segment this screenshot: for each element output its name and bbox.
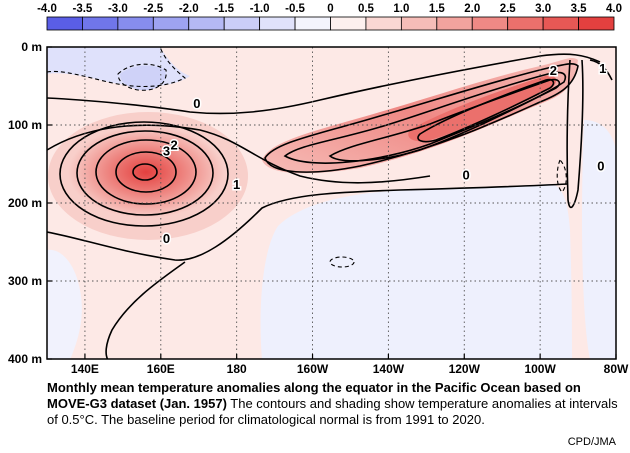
colorbar-tick-label: 0 [327,3,333,15]
colorbar-swatch [471,16,509,31]
contour-lines [47,53,613,359]
contour-west-35 [115,151,177,193]
contour-label: 2 [170,137,177,152]
shading-warm-east-band [262,57,578,174]
x-tick-label: 120W [449,362,481,376]
colorbar-tick-label: 2.0 [464,3,480,15]
contour-neg-blob [329,256,355,268]
colorbar-swatch [578,16,615,31]
shading-warm-east-core [408,75,557,142]
y-tick-label: 0 m [21,40,42,54]
contour-neg-surface [47,47,187,88]
colorbar-swatch [365,16,402,31]
contour-neg-surface-inner [117,63,167,91]
contour-label: 2 [550,63,557,78]
y-axis: 0 m 100 m 200 m 300 m 400 m [8,40,52,366]
colorbar-tick-label: -1.0 [250,3,270,15]
contour-0-lower [47,183,569,261]
contour-east-column [566,59,584,209]
colorbar-tick-label: 1.0 [393,3,409,15]
colorbar-tick-label: -2.0 [179,3,199,15]
contour-0-deep-west [105,261,186,359]
contour-west-4 [132,163,158,181]
colorbar-tick-label: -3.0 [108,3,128,15]
colorbar-tick-label: -1.5 [214,3,234,15]
y-tick-label: 100 m [8,118,42,132]
colorbar-swatch [117,16,154,31]
colorbar-swatch [82,16,119,31]
x-axis: 140E 160E 180 160W 140W 120W 100W 80W [71,354,629,376]
contour-label: 1 [599,61,606,76]
colorbar-swatch [46,16,83,31]
shading-warm-west-core [68,126,224,218]
caption-text: The contours and shading show temperatur… [47,396,618,427]
contour-east-2 [328,78,561,162]
colorbar-tick-label: 1.5 [429,3,446,15]
contour-dashed-lines [47,47,567,268]
caption: Monthly mean temperature anomalies along… [47,380,622,428]
colorbar-tick-label: 4.0 [606,3,622,15]
colorbar-swatch [436,16,473,31]
colorbar-swatch [259,16,296,31]
contour-label: 0 [193,96,200,111]
colorbar-swatch [400,16,438,31]
y-tick-label: 400 m [8,352,42,366]
contour-label: 0 [163,231,170,246]
colorbar-tick-label: 3.0 [535,3,551,15]
x-tick-label: 140W [373,362,405,376]
colorbar-swatch [330,16,367,31]
shading-cool-surface-inner [120,65,166,91]
colorbar-tick-label: -2.5 [143,3,163,15]
credit: CPD/JMA [567,436,616,448]
colorbar-tick-label: -0.5 [285,3,305,15]
colorbar-tick-label: 2.5 [500,3,517,15]
shading-cool-right-column [582,120,616,359]
contour-neg-right [556,159,567,193]
contour-label: 1 [233,177,240,192]
contour-west-3 [95,139,197,205]
x-tick-label: 140E [71,362,99,376]
colorbar-swatch [188,16,225,31]
colorbar-swatch [294,16,331,31]
colorbar-tick-label: -3.5 [73,3,93,15]
colorbar-tick-label: 0.5 [358,3,375,15]
contour-label: 3 [163,144,170,159]
grid-lines [47,47,616,359]
contour-0-upper [47,53,601,115]
caption-title: Monthly mean temperature anomalies along… [47,380,581,411]
contour-east-25 [417,78,555,143]
y-tick-label: 200 m [8,196,42,210]
colorbar-swatch [152,16,190,31]
contour-label: 0 [463,168,470,183]
shading-cool-deep [260,183,572,359]
contour-label: 0 [597,158,604,173]
shading-cool-left-deep [47,249,82,359]
x-tick-label: 180 [227,362,247,376]
colorbar-swatch [223,16,261,31]
contour-west-2 [59,121,229,227]
colorbar: -4.0 -3.5 -3.0 -2.5 -2.0 -1.5 -1.0 -0.5 0 0.5 1.0 1… [37,3,622,31]
contour-east-15 [283,71,567,164]
colorbar-tick-label: 3.5 [571,3,588,15]
contour-east-1 [264,63,579,173]
x-tick-label: 160E [147,362,175,376]
x-tick-label: 80W [604,362,629,376]
colorbar-tick-label: -4.0 [37,3,57,15]
x-tick-label: 100W [524,362,556,376]
y-tick-label: 300 m [8,274,42,288]
x-tick-label: 160W [297,362,329,376]
colorbar-swatch [507,16,544,31]
contour-west-25 [76,130,214,216]
contour-east-column-right [589,59,613,81]
colorbar-swatch [542,16,579,31]
